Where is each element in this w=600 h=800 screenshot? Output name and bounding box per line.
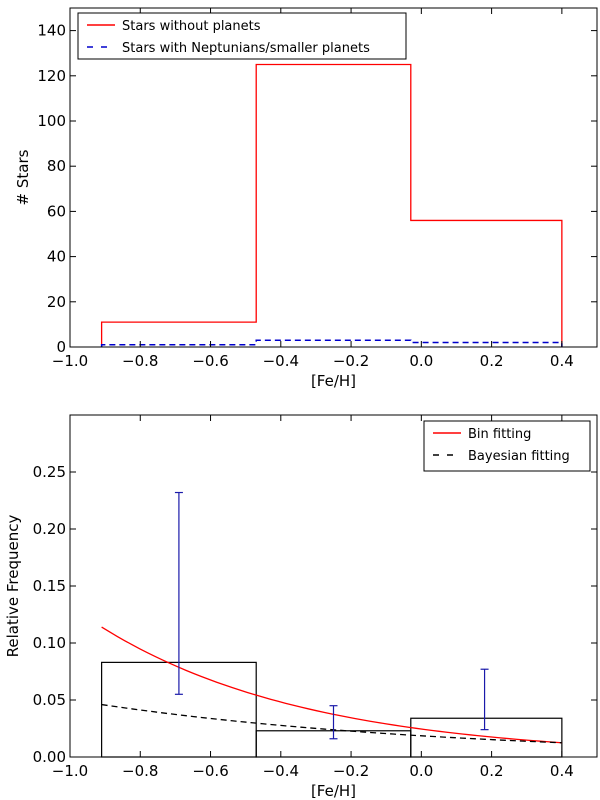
y-tick-label: 0	[56, 338, 66, 356]
x-tick-label: −1.0	[52, 762, 88, 780]
legend: Bin fitting Bayesian fitting	[423, 420, 591, 472]
legend: Stars without planets Stars with Neptunia…	[77, 12, 407, 60]
y-axis-label: # Stars	[14, 149, 32, 205]
x-tick-label: −0.8	[122, 352, 158, 370]
y-axis-label: Relative Frequency	[4, 515, 22, 658]
legend-box	[77, 12, 407, 60]
y-tick-label: 0.15	[33, 577, 66, 595]
y-tick-label: 60	[47, 202, 66, 220]
x-tick-label: 0.2	[480, 762, 504, 780]
x-tick-label: 0.2	[480, 352, 504, 370]
y-tick-label: 80	[47, 157, 66, 175]
y-tick-label: 100	[37, 112, 66, 130]
series-stars-without-planets-step	[100, 63, 563, 347]
legend-entry: Stars with Neptunians/smaller planets	[122, 41, 370, 56]
y-tick-label: 140	[37, 22, 66, 40]
bar-3	[410, 717, 563, 758]
x-tick-label: −0.2	[333, 352, 369, 370]
y-tick-label: 20	[47, 293, 66, 311]
x-tick-label: −0.6	[192, 352, 228, 370]
x-tick-label: −0.4	[263, 762, 299, 780]
bin-fitting-curve	[101, 626, 562, 744]
y-tick-label: 0.20	[33, 520, 66, 538]
x-tick-label: 0.4	[550, 762, 574, 780]
x-tick-label: −0.6	[192, 762, 228, 780]
legend-entry: Bayesian fitting	[468, 449, 570, 464]
y-tick-label: 0.00	[33, 748, 66, 766]
x-tick-label: −1.0	[52, 352, 88, 370]
y-tick-label: 0.10	[33, 634, 66, 652]
y-tick-label: 40	[47, 248, 66, 266]
y-tick-label: 120	[37, 67, 66, 85]
legend-entry: Bin fitting	[468, 427, 531, 442]
chart-2: −1.0 −0.8 −0.6 −0.4 −0.2 0.0 0.2 0.4 0.00 0.05 0.1…	[4, 414, 598, 800]
x-axis-label: [Fe/H]	[311, 372, 356, 390]
x-axis-label: [Fe/H]	[311, 782, 356, 800]
y-tick-label: 0.05	[33, 691, 66, 709]
x-tick-label: 0.0	[409, 762, 433, 780]
legend-entry: Stars without planets	[122, 19, 261, 34]
x-tick-label: 0.0	[409, 352, 433, 370]
legend-box	[423, 420, 591, 472]
x-tick-label: 0.4	[550, 352, 574, 370]
plot-frame	[69, 7, 598, 348]
series-stars-with-neptunians-step	[100, 339, 563, 347]
bayesian-fitting-curve	[101, 703, 562, 744]
x-tick-label: −0.4	[263, 352, 299, 370]
x-tick-label: −0.8	[122, 762, 158, 780]
x-tick-label: −0.2	[333, 762, 369, 780]
chart-1: −1.0 −0.8 −0.6 −0.4 −0.2 0.0 0.2 0.4 0 20 40 60 80 10…	[14, 7, 598, 390]
y-tick-label: 0.25	[33, 463, 66, 481]
